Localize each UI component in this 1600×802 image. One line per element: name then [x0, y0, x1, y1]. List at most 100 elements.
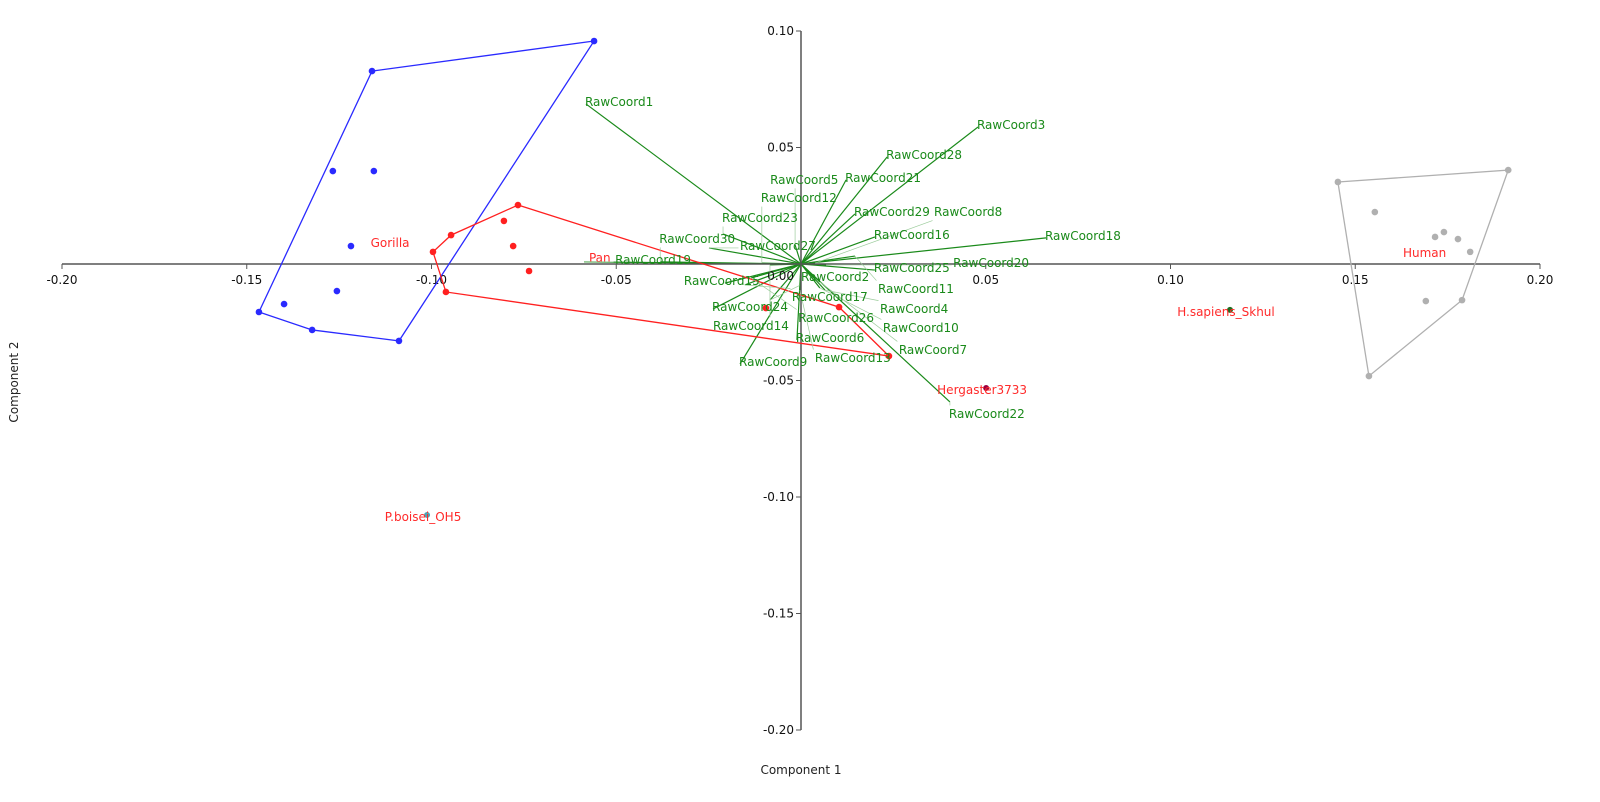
- loading-vector: [800, 156, 888, 265]
- x-tick-label: -0.15: [231, 273, 262, 287]
- vector-label: RawCoord11: [878, 282, 954, 296]
- data-point-human: [1334, 178, 1342, 186]
- data-point-human: [1458, 296, 1466, 304]
- data-point-human: [1365, 372, 1373, 380]
- data-point-gorilla: [370, 167, 378, 175]
- data-point-pan: [442, 288, 450, 296]
- convex-hull-gorilla: [258, 40, 596, 342]
- y-tick-label: 0.10: [767, 24, 794, 38]
- y-tick-label: -0.15: [763, 607, 794, 621]
- loading-vector: [800, 263, 951, 403]
- specimen-label: H.sapiens_Skhul: [1177, 305, 1275, 319]
- specimen-point: [424, 511, 431, 518]
- data-point-human: [1431, 233, 1439, 241]
- vector-label: RawCoord29: [854, 205, 930, 219]
- vector-label: RawCoord6: [796, 331, 864, 345]
- label-leader-line: [744, 284, 791, 289]
- data-point-pan: [500, 217, 508, 225]
- data-point-gorilla: [308, 326, 316, 334]
- vector-label: RawCoord13: [815, 351, 891, 365]
- specimen-label: Hergaster3733: [937, 383, 1027, 397]
- label-leader-line: [750, 277, 797, 310]
- data-point-gorilla: [280, 300, 288, 308]
- vector-label: RawCoord3: [977, 118, 1045, 132]
- loading-vector: [769, 263, 802, 301]
- loading-vector: [800, 236, 876, 265]
- data-point-gorilla: [333, 287, 341, 295]
- vector-labels: RawCoord1 RawCoord2 RawCoord3 RawCoord4 RawC…: [585, 95, 1121, 421]
- y-axis-title: Component 2: [7, 341, 21, 422]
- label-leader-line: [854, 255, 877, 281]
- x-tick-label: 0.15: [1342, 273, 1369, 287]
- data-point-pan: [514, 201, 522, 209]
- group-label: Pan: [589, 251, 611, 265]
- groups: Gorilla Pan Human: [255, 37, 1512, 380]
- loading-vector: [744, 263, 802, 286]
- loading-vector: [750, 263, 802, 279]
- data-point-human: [1371, 208, 1379, 216]
- vector-label: RawCoord8: [934, 205, 1002, 219]
- loading-vector: [794, 244, 802, 265]
- loading-vector: [585, 103, 802, 265]
- vector-label: RawCoord18: [1045, 229, 1121, 243]
- specimen-point: [983, 384, 990, 391]
- x-tick-label: -0.10: [416, 273, 447, 287]
- data-point-gorilla: [395, 337, 403, 345]
- vector-label: RawCoord20: [953, 256, 1029, 270]
- vector-label: RawCoord9: [739, 355, 807, 369]
- data-point-gorilla: [255, 308, 263, 316]
- axes: -0.20 -0.15 -0.10 -0.05 0.05 0.10 0.15 0.20 0.10…: [46, 24, 1553, 737]
- data-point-pan: [525, 267, 533, 275]
- data-point-pan: [885, 352, 893, 360]
- vector-label: RawCoord24: [712, 300, 788, 314]
- vector-label: RawCoord7: [899, 343, 967, 357]
- loading-vector: [800, 213, 856, 265]
- loading-vector: [800, 263, 875, 271]
- vector-label: RawCoord16: [874, 228, 950, 242]
- specimen-label: P.boisei_OH5: [385, 510, 462, 524]
- vector-label: RawCoord28: [886, 148, 962, 162]
- data-point-human: [1422, 297, 1430, 305]
- data-point-pan: [762, 304, 770, 312]
- x-axis-title: Component 1: [760, 763, 841, 777]
- y-tick-label: 0.05: [767, 141, 794, 155]
- data-point-human: [1504, 166, 1512, 174]
- loading-vector: [800, 179, 847, 265]
- label-leader-line: [814, 220, 933, 264]
- label-leaders: [584, 188, 952, 406]
- y-tick-label: -0.10: [763, 490, 794, 504]
- vector-label: RawCoord10: [883, 321, 959, 335]
- vector-label: RawCoord14: [713, 319, 789, 333]
- data-point-gorilla: [590, 37, 598, 45]
- vector-label: RawCoord1: [585, 95, 653, 109]
- group-label: Human: [1403, 246, 1446, 260]
- vector-label: RawCoord12: [761, 191, 837, 205]
- data-point-gorilla: [347, 242, 355, 250]
- vector-label: RawCoord19: [615, 253, 691, 267]
- data-point-human: [1440, 228, 1448, 236]
- vector-label: RawCoord5: [770, 173, 838, 187]
- y-tick-label: -0.20: [763, 723, 794, 737]
- loading-vector: [708, 247, 802, 265]
- vector-label: RawCoord25: [874, 261, 950, 275]
- vector-label: RawCoord15: [684, 274, 760, 288]
- label-leader-line: [769, 285, 800, 301]
- x-tick-label: 0.20: [1527, 273, 1554, 287]
- label-leader-line: [799, 290, 814, 350]
- data-point-gorilla: [329, 167, 337, 175]
- vector-label: RawCoord27: [740, 239, 816, 253]
- data-point-pan: [429, 248, 437, 256]
- label-leader-line: [819, 287, 882, 320]
- loading-vector: [739, 263, 802, 365]
- data-point-gorilla: [368, 67, 376, 75]
- vector-label: RawCoord26: [798, 311, 874, 325]
- vector-label: RawCoord17: [792, 290, 868, 304]
- label-leader-line: [819, 281, 898, 342]
- loading-vector: [800, 237, 1047, 265]
- group-label: Gorilla: [371, 236, 410, 250]
- vector-label: RawCoord23: [722, 211, 798, 225]
- y-tick-label: -0.05: [763, 374, 794, 388]
- vector-label: RawCoord2: [801, 270, 869, 284]
- loading-vector: [800, 263, 821, 289]
